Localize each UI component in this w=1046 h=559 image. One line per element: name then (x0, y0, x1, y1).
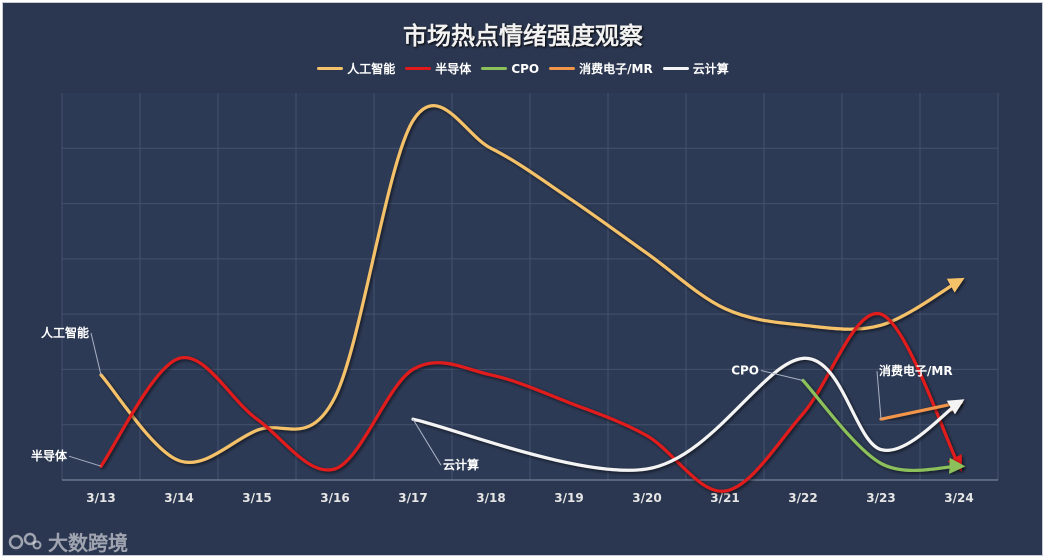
series-line (801, 378, 966, 474)
legend-item: 人工智能 (317, 60, 395, 77)
annotation-leader-line (412, 418, 442, 466)
x-tick-label: 3/20 (632, 491, 661, 505)
legend-item: 消费电子/MR (549, 60, 653, 77)
x-tick-label: 3/13 (86, 491, 115, 505)
watermark: 大数跨境 (8, 527, 128, 556)
annotation-leader-line (68, 455, 102, 467)
x-tick-label: 3/24 (944, 491, 973, 505)
watermark-text: 大数跨境 (48, 531, 128, 555)
annotation-label: CPO (731, 363, 759, 377)
legend-swatch (317, 67, 344, 70)
series-line (99, 104, 965, 464)
annotation-leader-line (760, 369, 804, 381)
legend-label: 云计算 (692, 62, 729, 76)
x-tick-label: 3/21 (710, 491, 739, 505)
legend-label: CPO (511, 61, 540, 76)
x-tick-label: 3/22 (788, 491, 817, 505)
x-tick-label: 3/18 (476, 491, 505, 505)
chart-legend: 人工智能 半导体 CPO 消费电子/MR 云计算 (0, 60, 1046, 77)
chart-title: 市场热点情绪强度观察 (403, 22, 643, 50)
annotation-leader-line (90, 332, 102, 376)
legend-swatch (549, 67, 576, 70)
annotation-label: 人工智能 (41, 325, 89, 340)
x-tick-label: 3/16 (320, 491, 349, 505)
legend-swatch (405, 67, 432, 70)
x-tick-label: 3/19 (554, 491, 583, 505)
legend-swatch (481, 67, 508, 70)
x-tick-label: 3/15 (242, 491, 271, 505)
legend-label: 消费电子/MR (579, 62, 653, 76)
legend-label: 人工智能 (347, 62, 396, 76)
x-tick-label: 3/17 (398, 491, 427, 505)
series-line (411, 356, 965, 472)
x-tick-label: 3/23 (866, 491, 895, 505)
legend-swatch (662, 67, 689, 70)
legend-item: CPO (481, 60, 539, 77)
x-tick-label: 3/14 (164, 491, 193, 505)
brand-logo-icon (8, 532, 42, 549)
annotation-label: 半导体 (31, 448, 68, 463)
annotation-leader-line (876, 371, 882, 420)
annotation-label: 云计算 (443, 457, 479, 472)
series-line (99, 312, 962, 493)
annotation-label: 消费电子/MR (879, 363, 953, 378)
legend-item: 云计算 (662, 60, 729, 77)
legend-label: 半导体 (435, 62, 472, 76)
legend-item: 半导体 (405, 60, 471, 77)
